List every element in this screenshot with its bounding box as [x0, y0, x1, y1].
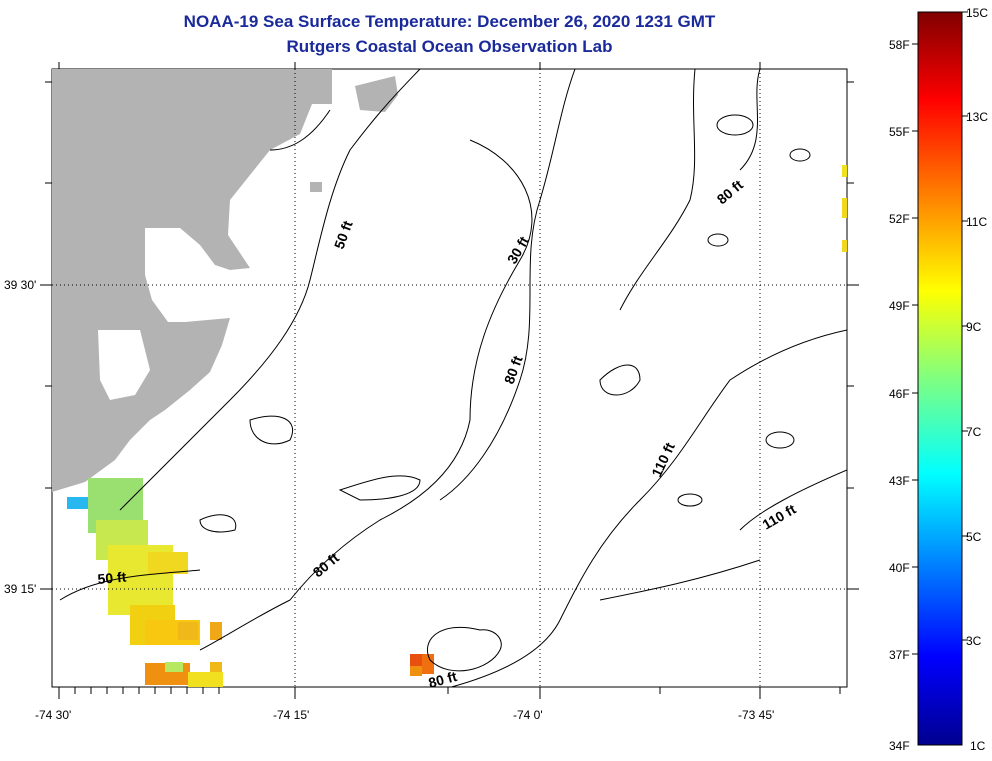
- colorbar-ticks: [912, 11, 968, 655]
- colorbar-f-label: 34F: [889, 739, 910, 753]
- colorbar-f-label: 52F: [889, 212, 910, 226]
- colorbar-f-label: 58F: [889, 38, 910, 52]
- lon-label-74-0: -74 0': [513, 708, 543, 722]
- colorbar-f-label: 49F: [889, 299, 910, 313]
- frame-ticks: [40, 62, 859, 699]
- colorbar-c-label: 9C: [966, 320, 982, 334]
- colorbar-f-label: 43F: [889, 474, 910, 488]
- colorbar-c-label: 3C: [966, 634, 982, 648]
- graticule: [52, 69, 847, 687]
- colorbar-f-label: 55F: [889, 125, 910, 139]
- land-island: [355, 76, 398, 112]
- colorbar-c-label: 11C: [966, 215, 987, 229]
- colorbar-c-label: 5C: [966, 530, 982, 544]
- map-subtitle: Rutgers Coastal Ocean Observation Lab: [286, 37, 613, 56]
- colorbar-c-label: 15C: [966, 6, 988, 20]
- land-inlet: [98, 330, 150, 400]
- contour-label: 50 ft: [97, 569, 127, 587]
- lat-label-39-15: 39 15': [4, 582, 36, 596]
- colorbar-f-label: 46F: [889, 387, 910, 401]
- contour-label: 80 ft: [427, 668, 459, 691]
- colorbar-c-label: 7C: [966, 425, 982, 439]
- lon-label-74-15: -74 15': [273, 708, 309, 722]
- sst-pixels: [67, 165, 847, 687]
- colorbar-f-label: 37F: [889, 648, 910, 662]
- lat-label-39-30: 39 30': [4, 278, 36, 292]
- colorbar: [917, 11, 963, 746]
- colorbar-c-label: 13C: [966, 110, 988, 124]
- lon-label-74-30: -74 30': [35, 708, 71, 722]
- colorbar-f-label: 40F: [889, 561, 910, 575]
- map-title: NOAA-19 Sea Surface Temperature: Decembe…: [183, 12, 716, 31]
- minor-ticks-bottom: [74, 687, 841, 694]
- colorbar-c-label: 1C: [970, 739, 986, 753]
- land-patch: [310, 182, 322, 192]
- lon-label-73-45: -73 45': [738, 708, 774, 722]
